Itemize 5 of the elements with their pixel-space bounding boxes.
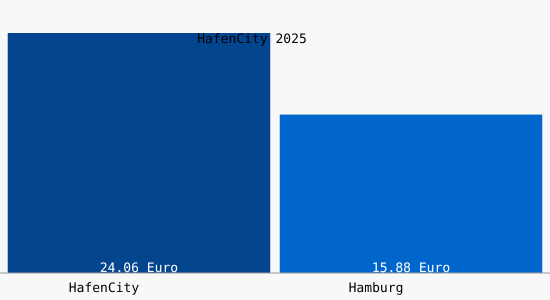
chart-title: HafenCity 2025 bbox=[197, 32, 307, 47]
data-label: 24.06 Euro bbox=[100, 261, 178, 276]
x-tick-label: Hamburg bbox=[348, 281, 404, 296]
x-tick-label: HafenCity bbox=[68, 281, 140, 296]
data-label: 15.88 Euro bbox=[372, 261, 450, 276]
